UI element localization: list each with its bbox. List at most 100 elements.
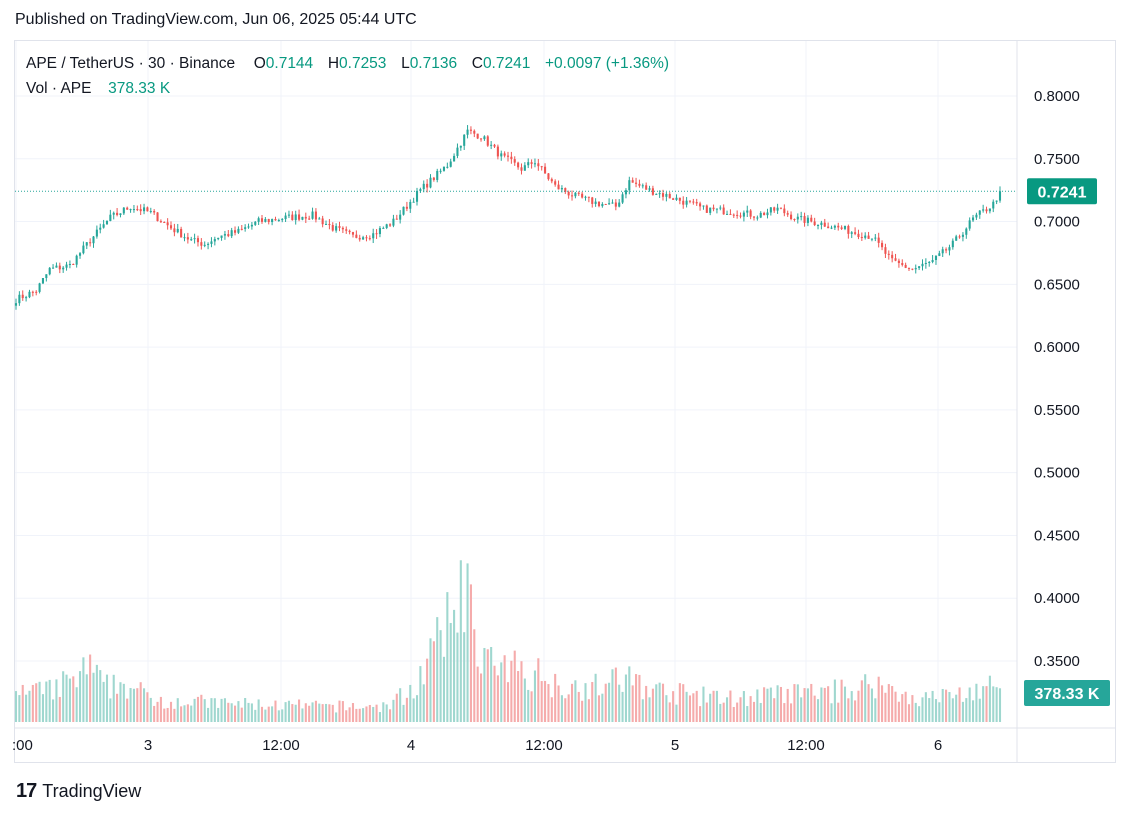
candle-body[interactable]: [466, 129, 469, 135]
candle-body[interactable]: [874, 237, 877, 239]
candle-body[interactable]: [351, 232, 355, 235]
candle-body[interactable]: [702, 205, 705, 207]
candle-body[interactable]: [129, 209, 132, 211]
candle-body[interactable]: [169, 225, 173, 229]
candle-body[interactable]: [92, 236, 95, 244]
candle-body[interactable]: [651, 188, 654, 195]
candle-body[interactable]: [271, 219, 274, 223]
candle-body[interactable]: [314, 211, 317, 220]
candle-body[interactable]: [324, 223, 328, 225]
candle-body[interactable]: [938, 253, 941, 256]
candle-body[interactable]: [510, 156, 513, 160]
candle-body[interactable]: [21, 294, 24, 299]
candle-body[interactable]: [810, 217, 813, 222]
candle-body[interactable]: [173, 228, 176, 233]
candle-body[interactable]: [951, 240, 954, 248]
candle-body[interactable]: [931, 260, 934, 262]
candle-body[interactable]: [274, 219, 277, 221]
candle-body[interactable]: [335, 226, 338, 231]
candle-body[interactable]: [331, 225, 334, 231]
candle-body[interactable]: [223, 234, 226, 236]
candle-body[interactable]: [641, 185, 644, 187]
candle-body[interactable]: [163, 222, 166, 224]
candle-body[interactable]: [941, 249, 944, 254]
candle-body[interactable]: [638, 183, 641, 186]
candle-body[interactable]: [105, 220, 109, 225]
candle-body[interactable]: [341, 227, 344, 230]
candle-body[interactable]: [564, 188, 567, 193]
candle-body[interactable]: [65, 264, 68, 268]
candle-body[interactable]: [203, 244, 206, 246]
candle-body[interactable]: [233, 230, 237, 233]
candle-body[interactable]: [544, 166, 547, 174]
candle-body[interactable]: [699, 203, 702, 207]
candle-body[interactable]: [301, 216, 304, 220]
candle-body[interactable]: [449, 161, 452, 167]
candle-body[interactable]: [284, 215, 287, 220]
candle-body[interactable]: [409, 202, 412, 209]
candle-body[interactable]: [109, 214, 112, 221]
candle-body[interactable]: [267, 219, 270, 223]
candle-body[interactable]: [166, 222, 169, 226]
candle-body[interactable]: [837, 225, 840, 228]
candle-body[interactable]: [864, 235, 867, 238]
candle-body[interactable]: [800, 216, 803, 218]
candle-body[interactable]: [62, 267, 65, 270]
candle-body[interactable]: [517, 162, 520, 168]
candle-body[interactable]: [830, 227, 833, 229]
candle-body[interactable]: [298, 214, 301, 220]
candle-body[interactable]: [220, 235, 223, 238]
candle-body[interactable]: [38, 283, 41, 292]
candle-body[interactable]: [759, 212, 762, 218]
candle-body[interactable]: [924, 263, 927, 265]
candle-body[interactable]: [601, 203, 604, 207]
candle-body[interactable]: [722, 207, 725, 215]
candle-body[interactable]: [975, 214, 978, 218]
candle-body[interactable]: [102, 224, 105, 228]
candle-body[interactable]: [28, 291, 31, 298]
candle-body[interactable]: [210, 241, 213, 244]
candle-body[interactable]: [345, 229, 348, 231]
candle-body[interactable]: [611, 202, 614, 204]
candle-body[interactable]: [998, 191, 1002, 201]
candle-body[interactable]: [31, 291, 34, 293]
candle-body[interactable]: [318, 218, 321, 220]
candle-body[interactable]: [227, 234, 230, 237]
candle-body[interactable]: [688, 200, 692, 202]
candle-body[interactable]: [729, 213, 732, 215]
candle-body[interactable]: [803, 216, 806, 223]
candle-body[interactable]: [375, 233, 378, 235]
candle-body[interactable]: [412, 201, 415, 203]
candle-body[interactable]: [146, 207, 149, 212]
candle-body[interactable]: [965, 228, 968, 235]
candle-body[interactable]: [89, 242, 92, 244]
candle-body[interactable]: [68, 264, 71, 266]
candle-body[interactable]: [675, 197, 678, 200]
candle-body[interactable]: [287, 214, 291, 216]
candle-body[interactable]: [426, 183, 429, 188]
candle-body[interactable]: [254, 221, 257, 225]
candle-body[interactable]: [982, 209, 985, 211]
candle-body[interactable]: [971, 217, 975, 221]
candle-body[interactable]: [547, 173, 550, 180]
candle-body[interactable]: [493, 144, 496, 147]
candle-body[interactable]: [260, 218, 264, 222]
candle-body[interactable]: [119, 213, 122, 215]
candle-body[interactable]: [35, 291, 38, 293]
candle-body[interactable]: [813, 221, 816, 226]
candle-body[interactable]: [149, 211, 152, 213]
candle-body[interactable]: [709, 207, 712, 213]
candle-body[interactable]: [776, 207, 779, 211]
candle-body[interactable]: [217, 237, 220, 240]
candle-body[interactable]: [463, 134, 466, 146]
candle-body[interactable]: [934, 255, 938, 261]
candle-body[interactable]: [304, 216, 307, 219]
candle-body[interactable]: [126, 207, 129, 210]
candle-body[interactable]: [132, 209, 135, 211]
candle-body[interactable]: [655, 193, 658, 195]
candle-body[interactable]: [25, 297, 28, 299]
candle-body[interactable]: [645, 185, 648, 190]
candle-body[interactable]: [432, 177, 435, 180]
candle-body[interactable]: [389, 224, 392, 226]
